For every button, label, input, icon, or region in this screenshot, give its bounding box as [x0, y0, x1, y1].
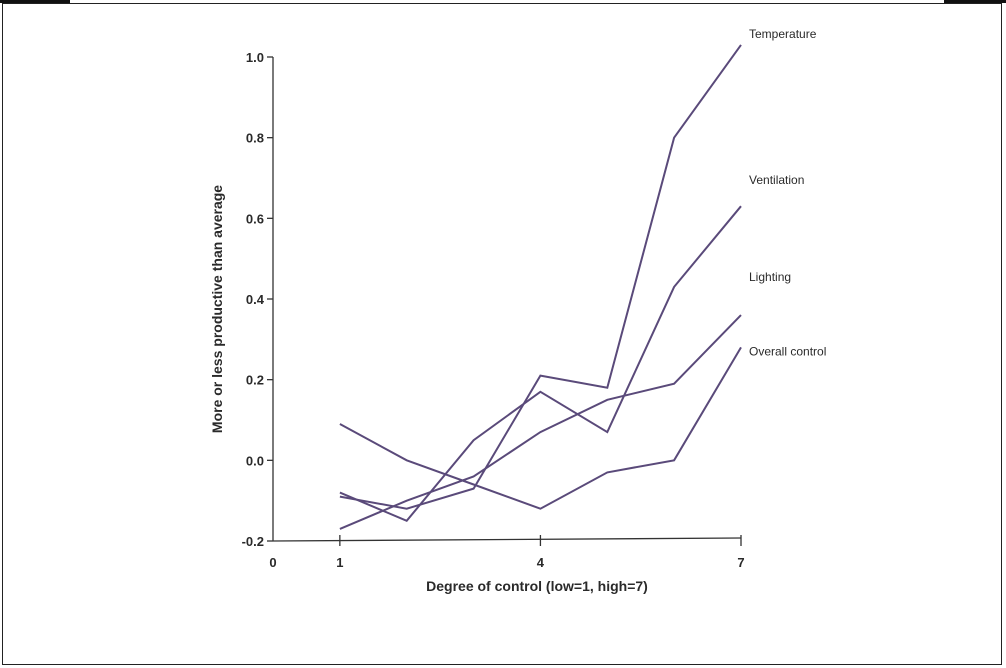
chart-series-labels: Temperature Ventilation Lighting Overall co…	[749, 27, 826, 358]
y-axis-title: More or less productive than average	[209, 185, 225, 433]
y-tick-label: -0.2	[242, 534, 264, 549]
chart-ticks: -0.2 0.0 0.2 0.4 0.6 0.8 1.0 0 1 4 7	[242, 50, 745, 570]
x-tick-label: 7	[737, 555, 744, 570]
x-axis-line	[272, 537, 742, 542]
series-label-overall-control: Overall control	[749, 344, 826, 358]
chart-axes	[272, 57, 742, 542]
y-tick-label: 0.2	[246, 373, 264, 388]
series-label-lighting: Lighting	[749, 270, 791, 284]
x-tick-label: 0	[269, 555, 276, 570]
x-tick-label: 1	[336, 555, 343, 570]
frame-top-rule-right	[944, 0, 1006, 3]
y-tick-label: 0.6	[246, 211, 264, 226]
series-line-temperature	[339, 44, 742, 510]
y-tick-label: 0.8	[246, 131, 264, 146]
series-line-ventilation	[339, 205, 742, 523]
series-label-temperature: Temperature	[749, 27, 817, 41]
frame-top-rule-left	[0, 0, 70, 3]
series-line-overall-control	[339, 346, 742, 510]
chart-frame	[2, 3, 1002, 665]
y-tick-label: 0.0	[246, 453, 264, 468]
y-tick-label: 0.4	[246, 292, 265, 307]
x-tick-label: 4	[537, 555, 545, 570]
series-label-ventilation: Ventilation	[749, 173, 804, 187]
series-line-lighting	[339, 314, 742, 530]
chart-series	[339, 44, 742, 530]
x-axis-title: Degree of control (low=1, high=7)	[426, 578, 648, 594]
y-tick-label: 1.0	[246, 50, 264, 65]
